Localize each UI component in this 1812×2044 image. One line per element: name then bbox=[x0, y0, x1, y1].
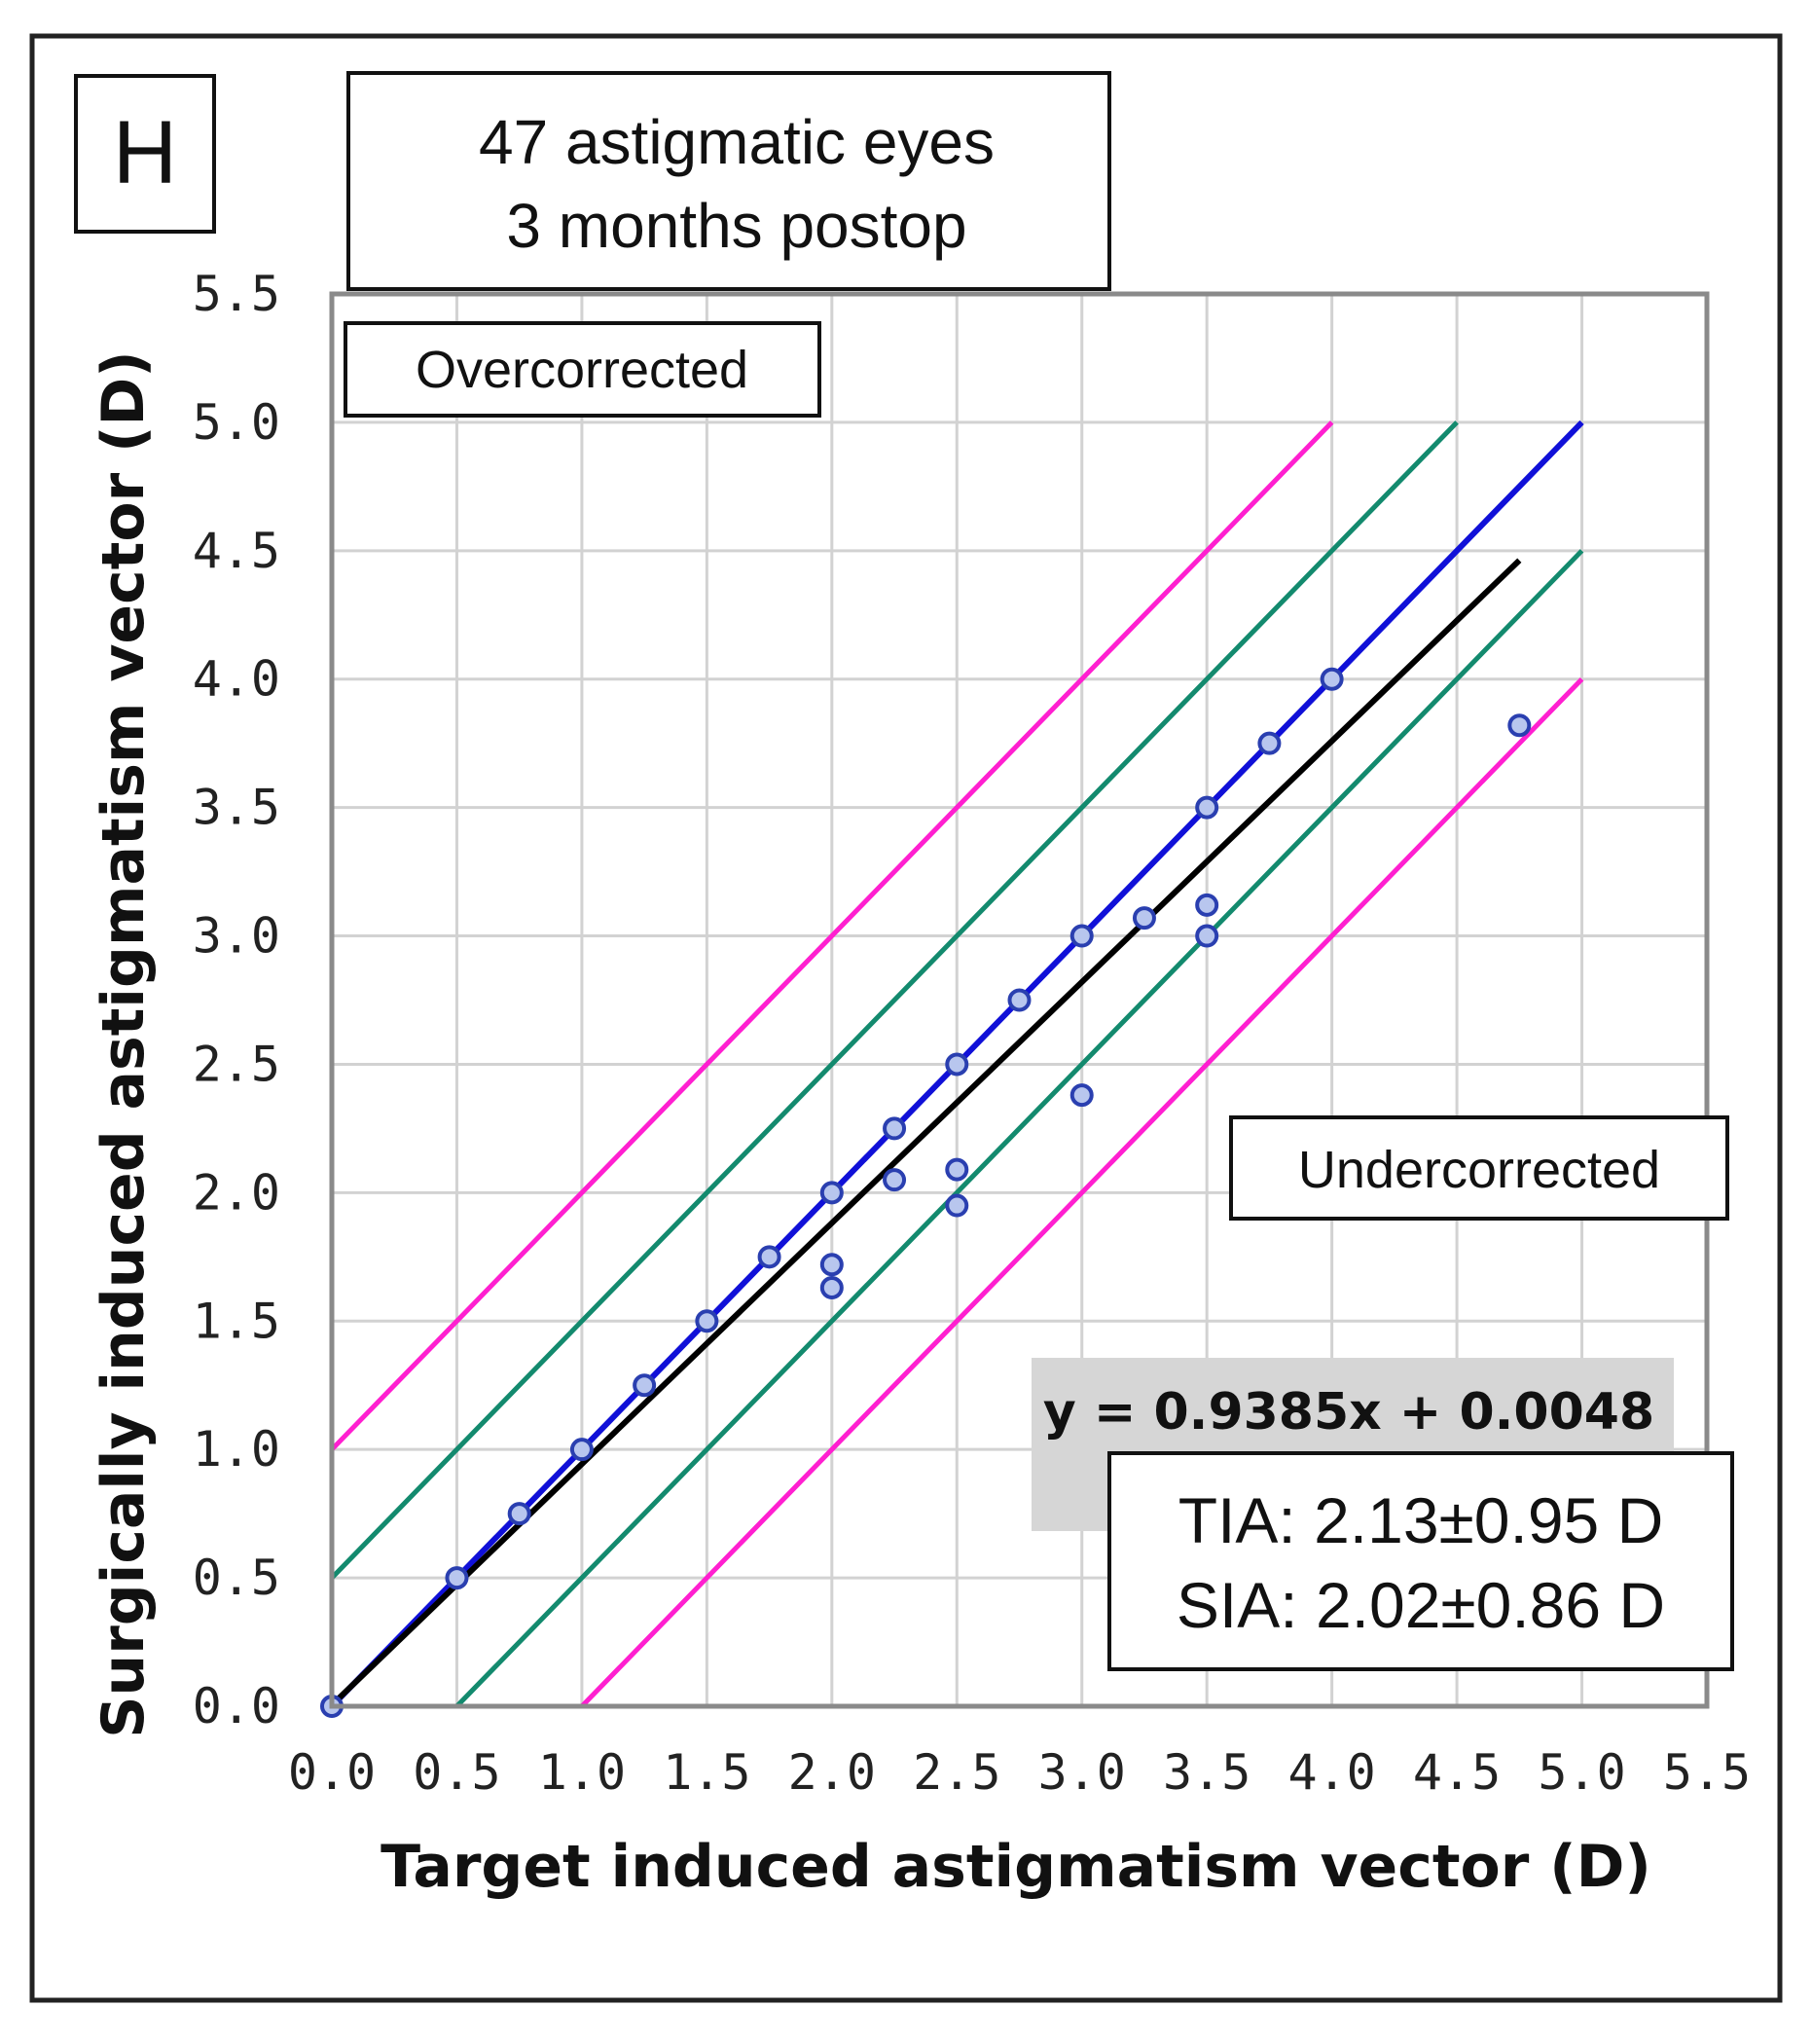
reference-line-3 bbox=[330, 420, 1334, 1451]
undercorrected-box bbox=[1229, 1115, 1729, 1221]
data-point-15 bbox=[1007, 988, 1032, 1012]
x-tick-label-3: 1.5 bbox=[663, 1744, 750, 1801]
x-tick-label-11: 5.5 bbox=[1663, 1744, 1751, 1801]
title-line-1: 47 astigmatic eyes bbox=[479, 107, 995, 177]
y-tick-label-2: 1.0 bbox=[193, 1421, 280, 1478]
reference-lines bbox=[329, 420, 1584, 1709]
data-point-14 bbox=[945, 1193, 969, 1218]
stats-sia: SIA: 2.02±0.86 D bbox=[1177, 1569, 1665, 1641]
data-point-16 bbox=[1069, 924, 1094, 948]
x-tick-labels: 0.0 0.5 1.0 1.5 2.0 2.5 3.0 3.5 4.0 4.5 5.0 5.5 bbox=[288, 1744, 1751, 1801]
stats-box bbox=[1107, 1451, 1734, 1671]
x-tick-label-6: 3.0 bbox=[1038, 1744, 1126, 1801]
overcorrected-box bbox=[344, 321, 821, 418]
data-point-10 bbox=[883, 1116, 907, 1141]
x-axis-title: Target induced astigmatism vector (D) bbox=[381, 1833, 1651, 1901]
y-tick-label-11: 5.5 bbox=[193, 266, 280, 322]
data-point-3 bbox=[569, 1438, 594, 1462]
data-point-6 bbox=[757, 1245, 781, 1269]
y-axis-title: Surgically induced astigmatism vector (D… bbox=[90, 350, 158, 1737]
data-point-5 bbox=[695, 1309, 719, 1333]
data-point-19 bbox=[1195, 795, 1219, 820]
data-point-7 bbox=[819, 1181, 844, 1205]
data-point-2 bbox=[507, 1502, 531, 1526]
data-point-24 bbox=[1507, 713, 1532, 738]
x-tick-label-1: 0.5 bbox=[413, 1744, 500, 1801]
y-tick-label-6: 3.0 bbox=[193, 908, 280, 965]
y-tick-label-0: 0.0 bbox=[193, 1678, 280, 1734]
data-point-17 bbox=[1069, 1083, 1094, 1108]
y-tick-label-9: 4.5 bbox=[193, 523, 280, 579]
title-box bbox=[346, 71, 1111, 291]
y-tick-label-4: 2.0 bbox=[193, 1164, 280, 1221]
undercorrected-label: Undercorrected bbox=[1298, 1141, 1660, 1199]
reference-line-4 bbox=[580, 676, 1584, 1708]
data-point-12 bbox=[945, 1052, 969, 1077]
y-tick-label-10: 5.0 bbox=[193, 394, 280, 451]
reference-line-2 bbox=[454, 549, 1584, 1708]
overcorrected-label: Overcorrected bbox=[416, 341, 748, 399]
regression-equation: y = 0.9385x + 0.0048 bbox=[1043, 1383, 1654, 1442]
plot-border bbox=[329, 291, 1710, 1709]
x-tick-label-4: 2.0 bbox=[788, 1744, 876, 1801]
data-point-1 bbox=[445, 1566, 469, 1590]
data-point-11 bbox=[883, 1168, 907, 1192]
data-point-13 bbox=[945, 1157, 969, 1182]
data-point-23 bbox=[1320, 667, 1344, 691]
x-tick-label-0: 0.0 bbox=[288, 1744, 376, 1801]
x-tick-label-8: 4.0 bbox=[1287, 1744, 1375, 1801]
data-points bbox=[320, 667, 1532, 1718]
stats-tia: TIA: 2.13±0.95 D bbox=[1178, 1484, 1663, 1556]
y-tick-label-7: 3.5 bbox=[193, 780, 280, 836]
x-tick-label-2: 1.0 bbox=[538, 1744, 626, 1801]
reference-line-1 bbox=[330, 420, 1459, 1580]
data-point-21 bbox=[1195, 924, 1219, 948]
data-point-8 bbox=[819, 1253, 844, 1277]
data-point-20 bbox=[1195, 893, 1219, 917]
y-tick-labels: 0.0 0.5 1.0 1.5 2.0 2.5 3.0 3.5 4.0 4.5 5.0 5.5 bbox=[193, 266, 280, 1734]
y-tick-label-1: 0.5 bbox=[193, 1550, 280, 1606]
title-line-2: 3 months postop bbox=[506, 191, 966, 261]
y-tick-label-3: 1.5 bbox=[193, 1293, 280, 1349]
data-point-18 bbox=[1132, 906, 1156, 931]
panel-label: H bbox=[113, 103, 177, 202]
x-tick-label-7: 3.5 bbox=[1163, 1744, 1250, 1801]
data-point-4 bbox=[633, 1373, 657, 1398]
y-tick-label-8: 4.0 bbox=[193, 651, 280, 708]
data-point-22 bbox=[1257, 731, 1282, 755]
panel-label-box bbox=[74, 74, 216, 234]
y-tick-label-5: 2.5 bbox=[193, 1036, 280, 1092]
x-tick-label-5: 2.5 bbox=[913, 1744, 1000, 1801]
data-point-9 bbox=[819, 1275, 844, 1299]
x-tick-label-10: 5.0 bbox=[1538, 1744, 1625, 1801]
x-tick-label-9: 4.5 bbox=[1413, 1744, 1501, 1801]
